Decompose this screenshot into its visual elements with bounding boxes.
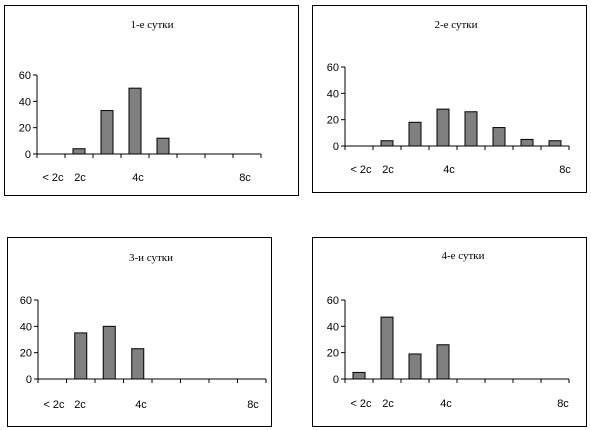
bar (492, 127, 506, 147)
y-tick-label: 20 (327, 115, 339, 127)
bar (380, 140, 394, 147)
y-tick-label: 40 (19, 96, 31, 108)
x-tick-label: < 2с (350, 164, 372, 176)
chart-svg-1: 1-е сутки 0 20 40 60 < 2с 2с 4с 8с (19, 19, 262, 184)
chart-title: 3-и сутки (129, 252, 173, 264)
y-tick-label: 20 (20, 348, 32, 360)
y-tick-label: 20 (19, 123, 31, 135)
bar (436, 108, 450, 147)
chart-title: 4-е сутки (441, 250, 484, 262)
bar (100, 110, 114, 155)
bar (548, 140, 562, 147)
bar (408, 353, 422, 380)
bar (102, 325, 116, 380)
y-tick-label: 0 (333, 374, 339, 386)
x-tick-label: 8с (239, 172, 251, 184)
chart-svg-4: 4-е сутки 0 20 40 60 < 2с 2с 4с 8с (327, 250, 570, 410)
bar (520, 138, 534, 147)
y-tick-label: 40 (20, 321, 32, 333)
chart-title: 1-е сутки (130, 19, 173, 31)
bar (352, 371, 366, 380)
bar (72, 148, 86, 155)
x-tick-label: 8с (247, 399, 259, 411)
chart-panel-1: 1-е сутки 0 20 40 60 < 2с 2с 4с 8с (4, 5, 299, 196)
x-tick-label: 2с (382, 164, 394, 176)
y-tick-label: 60 (327, 295, 339, 307)
bar (464, 111, 478, 147)
y-tick-label: 0 (333, 141, 339, 153)
chart-panel-3: 3-и сутки 0 20 40 60 < 2с 2с 4с 8с (7, 237, 272, 427)
x-tick-label: 2с (382, 398, 394, 410)
chart-panel-2: 2-е сутки 0 20 40 60 < 2с 2с 4с 8с (312, 5, 587, 193)
y-tick-label: 0 (26, 374, 32, 386)
y-tick-label: 20 (327, 348, 339, 360)
bar (408, 121, 422, 147)
x-tick-label: < 2с (350, 398, 372, 410)
x-tick-label: 4с (132, 172, 144, 184)
x-tick-label: 2с (74, 172, 86, 184)
bar (156, 137, 170, 155)
y-tick-label: 40 (327, 321, 339, 333)
bar (128, 87, 142, 155)
bar (74, 332, 88, 380)
x-tick-label: 4с (135, 399, 147, 411)
x-tick-label: 4с (443, 164, 455, 176)
y-tick-label: 60 (327, 62, 339, 74)
x-tick-label: 2с (74, 399, 86, 411)
y-tick-label: 0 (25, 149, 31, 161)
x-tick-label: 8с (559, 164, 571, 176)
bar (131, 348, 145, 380)
x-tick-label: 8с (557, 398, 569, 410)
x-tick-label: 4с (440, 398, 452, 410)
chart-panel-4: 4-е сутки 0 20 40 60 < 2с 2с 4с 8с (312, 237, 587, 427)
chart-svg-3: 3-и сутки 0 20 40 60 < 2с 2с 4с 8с (20, 252, 267, 411)
y-tick-label: 60 (19, 70, 31, 82)
y-tick-label: 40 (327, 88, 339, 100)
chart-title: 2-е сутки (434, 19, 477, 31)
bar (380, 316, 394, 380)
x-tick-label: < 2с (42, 172, 64, 184)
bar (436, 344, 450, 380)
chart-svg-2: 2-е сутки 0 20 40 60 < 2с 2с 4с 8с (327, 19, 572, 176)
y-tick-label: 60 (20, 295, 32, 307)
x-tick-label: < 2с (43, 399, 65, 411)
